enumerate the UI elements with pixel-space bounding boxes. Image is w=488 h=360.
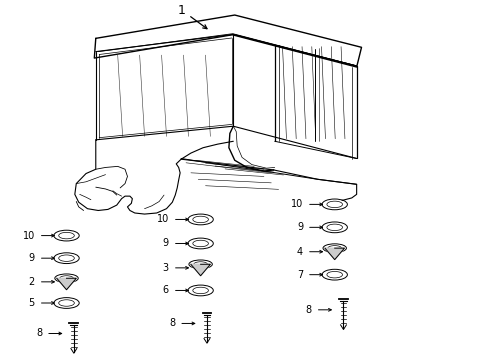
Text: 8: 8 — [305, 305, 311, 315]
Text: 9: 9 — [296, 222, 303, 232]
Text: 7: 7 — [296, 270, 303, 280]
Text: 9: 9 — [29, 253, 35, 263]
Text: 8: 8 — [36, 328, 42, 338]
Polygon shape — [325, 248, 344, 260]
Text: 10: 10 — [290, 199, 303, 210]
Text: 9: 9 — [163, 238, 168, 248]
Polygon shape — [190, 264, 210, 276]
Text: 1: 1 — [178, 4, 185, 17]
Text: 2: 2 — [28, 277, 35, 287]
Text: 6: 6 — [163, 285, 168, 296]
Text: 5: 5 — [28, 298, 35, 308]
Text: 10: 10 — [156, 215, 168, 224]
Text: 4: 4 — [296, 247, 303, 257]
Text: 8: 8 — [169, 319, 175, 328]
Text: 10: 10 — [22, 231, 35, 240]
Text: 3: 3 — [163, 263, 168, 273]
Polygon shape — [57, 278, 76, 290]
